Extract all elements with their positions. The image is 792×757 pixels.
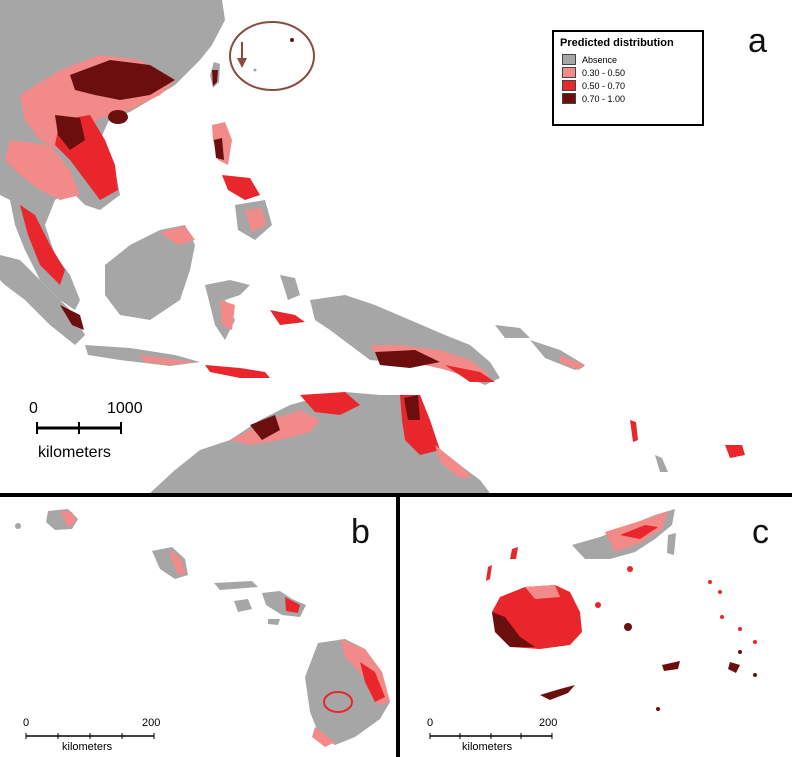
pred-hawaii-south [312, 727, 335, 747]
legend-item-mid: 0.50 - 0.70 [560, 79, 696, 92]
panel-label-c: c [752, 513, 769, 551]
island-visayas [222, 175, 260, 200]
scalebar-b-start: 0 [23, 717, 30, 729]
pred-malay [20, 205, 65, 285]
islet-yasawa-1 [486, 565, 492, 581]
island-molokai [214, 581, 258, 590]
legend-label-mid: 0.50 - 0.70 [582, 80, 626, 91]
pred-hawaii-high [360, 662, 385, 702]
divider-horizontal [0, 493, 792, 497]
islet-lau-6 [720, 615, 724, 619]
panel-label-a: a [748, 22, 767, 60]
island-sumatra [0, 255, 85, 345]
island-lanai [234, 599, 252, 612]
scalebar-a-end: 1000 [107, 400, 143, 417]
scalebar-b-end: 200 [142, 717, 161, 729]
pred-vietnam-high [55, 115, 85, 150]
scalebar-c-end: 200 [539, 717, 558, 729]
legend-swatch-absence [562, 54, 576, 65]
map-panel-a: a Predicted distribution Absence 0.30 - … [0, 0, 767, 493]
pred-new-guinea-east [445, 365, 495, 382]
islet-east-1 [662, 661, 680, 671]
legend: Predicted distribution Absence 0.30 - 0.… [552, 30, 704, 126]
pred-australia-nw-high [250, 415, 280, 440]
pred-new-guinea-high [375, 350, 440, 368]
pred-vanua-levu-mid [620, 525, 658, 539]
pred-luzon-high [214, 138, 224, 160]
island-borneo [105, 225, 195, 320]
hawaii-summit-ring [323, 691, 353, 713]
island-fiji-a [725, 445, 745, 458]
map-a-svg [0, 0, 745, 493]
islet-lau-1 [627, 566, 633, 572]
islet-lau-5 [718, 590, 722, 594]
islet-south [656, 707, 660, 711]
islet-lau-9 [738, 650, 742, 654]
islet-lau-4 [708, 580, 712, 584]
map-panel-c: c 0 200 kilometers [400, 497, 792, 757]
legend-swatch-mid [562, 80, 576, 91]
islet-lau-2 [595, 602, 601, 608]
map-b-svg [15, 509, 390, 747]
pred-cape-york-high [404, 395, 420, 420]
legend-title: Predicted distribution [560, 37, 674, 49]
scalebar-c-start: 0 [427, 717, 434, 729]
pred-mindanao [245, 208, 266, 232]
pred-arnhem [300, 392, 360, 415]
legend-item-low: 0.30 - 0.50 [560, 66, 696, 79]
highlight-circle [229, 21, 315, 91]
pred-solomons [560, 355, 585, 370]
legend-label-low: 0.30 - 0.50 [582, 67, 626, 78]
pred-south-china-high [70, 60, 175, 100]
pred-sulawesi [220, 300, 235, 330]
pred-kauai [60, 511, 76, 527]
islet-lau-7 [738, 627, 742, 631]
pred-maui [285, 597, 300, 613]
island-moluccas [270, 310, 305, 325]
islet-yasawa-2 [510, 547, 518, 559]
scalebar-a-start: 0 [29, 400, 38, 417]
panel-label-b: b [351, 513, 370, 551]
legend-item-high: 0.70 - 1.00 [560, 92, 696, 105]
pred-oahu [168, 549, 186, 575]
map-c-svg [429, 509, 757, 739]
legend-item-absence: Absence [560, 53, 696, 66]
island-ryukyu [290, 38, 294, 42]
islet-se [753, 673, 757, 677]
map-panel-b: b 0 200 kilometers [0, 497, 396, 757]
legend-swatch-high [562, 93, 576, 104]
pred-sumatra [60, 305, 84, 330]
pred-viti-levu-west [492, 612, 535, 647]
island-new-caledonia [655, 455, 668, 472]
island-halmahera [280, 275, 300, 300]
island-kadavu [540, 685, 575, 700]
pred-borneo-north [160, 226, 195, 245]
legend-label-high: 0.70 - 1.00 [582, 93, 626, 104]
legend-swatch-low [562, 67, 576, 78]
pred-taiwan [212, 70, 218, 86]
divider-vertical [396, 497, 400, 757]
legend-label-absence: Absence [582, 54, 618, 65]
pred-indochina-low [5, 140, 80, 200]
island-ryukyu-b [253, 68, 257, 72]
islet-east-2 [728, 662, 740, 673]
island-taveuni [667, 533, 676, 555]
scalebar-a-unit: kilometers [38, 444, 111, 461]
island-new-britain [495, 325, 530, 338]
island-maui [262, 591, 306, 617]
highlight-arrow-head [237, 58, 247, 68]
pred-java [140, 355, 195, 365]
scalebar-c-unit: kilometers [462, 741, 513, 753]
islet-lau-8 [753, 640, 757, 644]
island-hainan [108, 110, 128, 124]
island-niihau [15, 523, 21, 529]
island-lesser-sunda [205, 365, 270, 378]
pred-viti-levu-north [525, 585, 560, 599]
pred-queensland-coast [435, 445, 472, 478]
islet-lau-3 [624, 623, 632, 631]
island-vanuatu [630, 420, 638, 442]
scalebar-b-unit: kilometers [62, 741, 113, 753]
island-kahoolawe [268, 619, 280, 625]
